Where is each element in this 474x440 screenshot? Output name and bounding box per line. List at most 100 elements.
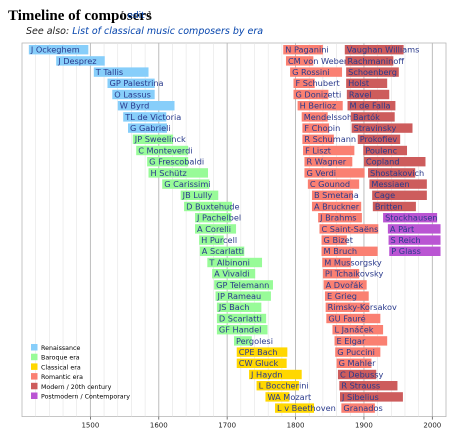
composer-bar[interactable]: R Wagner bbox=[304, 157, 353, 167]
composer-bar[interactable]: JP Sweelinck bbox=[132, 134, 186, 144]
composer-bar[interactable]: G Carissimi bbox=[162, 179, 211, 189]
composer-bar[interactable]: M Mussorgsky bbox=[322, 257, 382, 267]
composer-bar[interactable]: F Chopin bbox=[302, 123, 340, 133]
composer-bar[interactable]: L Janáček bbox=[332, 325, 384, 335]
composer-bar[interactable]: A Scarlatti bbox=[199, 246, 245, 256]
composer-bar[interactable]: D Scarlatti bbox=[216, 313, 267, 323]
composer-bar[interactable]: Prokofiev bbox=[357, 134, 401, 144]
bar-rect bbox=[311, 201, 362, 212]
composer-bar[interactable]: CM von Weber bbox=[285, 56, 348, 66]
composer-bar[interactable]: GP Telemann bbox=[214, 280, 273, 290]
composer-bar[interactable]: WA Mozart bbox=[265, 392, 312, 402]
composer-bar[interactable]: E Grieg bbox=[324, 291, 369, 301]
composer-bar[interactable]: G Rossini bbox=[290, 67, 343, 77]
composer-bar[interactable]: F Liszt bbox=[303, 145, 355, 155]
composer-bar[interactable]: A Dvořák bbox=[323, 280, 367, 290]
edit-link[interactable]: edit bbox=[127, 11, 145, 21]
composer-bar[interactable]: M de Falla bbox=[347, 101, 396, 111]
composer-bar[interactable]: F Schubert bbox=[293, 78, 340, 88]
composer-bar[interactable]: Pergolesi bbox=[234, 336, 273, 346]
bar-rect bbox=[332, 325, 384, 335]
bar-rect bbox=[199, 246, 245, 256]
composer-bar[interactable]: Bartók bbox=[350, 112, 395, 122]
composer-bar[interactable]: TL de Victoria bbox=[123, 112, 181, 122]
composer-bar[interactable]: GU Fauré bbox=[326, 313, 381, 323]
composer-bar[interactable]: C Monteverdi bbox=[136, 145, 193, 155]
composer-bar[interactable]: H Schütz bbox=[148, 168, 209, 178]
composer-bar[interactable]: J Sibelius bbox=[340, 392, 403, 402]
bar-label: O Lassus bbox=[114, 89, 151, 99]
bar-label: JS Bach bbox=[218, 302, 250, 312]
composer-bar[interactable]: J Brahms bbox=[318, 213, 362, 223]
composer-bar[interactable]: G Verdi bbox=[304, 168, 365, 178]
composer-bar[interactable]: A Corelli bbox=[195, 224, 237, 234]
bar-label: CW Gluck bbox=[239, 358, 279, 368]
bar-rect bbox=[340, 392, 403, 402]
composer-bar[interactable]: CPE Bach bbox=[236, 347, 288, 357]
composer-bar[interactable]: JS Bach bbox=[216, 302, 262, 312]
composer-bar[interactable]: W Byrd bbox=[117, 101, 175, 111]
composer-bar[interactable]: G Frescobaldi bbox=[147, 157, 204, 167]
composer-bar[interactable]: J Pachelbel bbox=[195, 213, 241, 223]
composer-bar[interactable]: A Bruckner bbox=[311, 201, 362, 212]
composer-bar[interactable]: CW Gluck bbox=[236, 358, 287, 368]
composer-bar[interactable]: Shostakovich bbox=[368, 168, 424, 178]
composer-bar[interactable]: T Tallis bbox=[93, 67, 149, 77]
composer-bar[interactable]: T Albinoni bbox=[207, 257, 263, 267]
composer-bar[interactable]: A Pärt bbox=[387, 224, 441, 234]
composer-bar[interactable]: Rimsky-Korsakov bbox=[325, 302, 397, 312]
composer-bar[interactable]: C Debussy bbox=[337, 369, 384, 379]
composer-bar[interactable]: Cage bbox=[372, 190, 427, 200]
composer-bar[interactable]: D Buxtehude bbox=[184, 201, 239, 211]
composer-bar[interactable]: R Schumann bbox=[302, 134, 356, 144]
composer-bar[interactable]: Copland bbox=[363, 157, 426, 167]
composer-bar[interactable]: H Berlioz bbox=[297, 101, 343, 111]
composer-bar[interactable]: O Lassus bbox=[112, 89, 155, 99]
bar-rect bbox=[215, 291, 271, 301]
composer-bar[interactable]: G Puccini bbox=[335, 347, 381, 357]
composer-bar[interactable]: R Strauss bbox=[339, 381, 398, 391]
see-also-link[interactable]: List of classical music composers by era bbox=[72, 26, 264, 37]
composer-bar[interactable]: G Donizetti bbox=[293, 89, 341, 99]
composer-bar[interactable]: Mendelssohn bbox=[301, 112, 358, 122]
bar-label: Cage bbox=[374, 190, 395, 200]
composer-bar[interactable]: J Ockeghem bbox=[28, 45, 89, 55]
composer-bar[interactable]: G Mahler bbox=[336, 358, 377, 368]
composer-bar[interactable]: G Bizet bbox=[321, 235, 354, 245]
composer-bar[interactable]: Poulenc bbox=[363, 145, 408, 155]
composer-bar[interactable]: H Purcell bbox=[199, 235, 237, 245]
composer-bar[interactable]: C Gounod bbox=[307, 179, 360, 189]
composer-bar[interactable]: GF Handel bbox=[216, 325, 268, 335]
composer-bar[interactable]: Ravel bbox=[346, 89, 390, 99]
composer-bar[interactable]: G Gabrieli bbox=[128, 123, 171, 133]
composer-bar[interactable]: Stockhausen bbox=[383, 213, 438, 223]
composer-bar[interactable]: M Bruch bbox=[321, 246, 378, 256]
composer-bar[interactable]: Stravinsky bbox=[351, 123, 413, 133]
composer-bar[interactable]: Messiaen bbox=[369, 179, 427, 189]
composer-bar[interactable]: L v Beethoven bbox=[275, 403, 336, 413]
bar-label: A Corelli bbox=[197, 224, 231, 234]
composer-bar[interactable]: J Desprez bbox=[56, 56, 105, 66]
composer-bar[interactable]: C Saint-Saëns bbox=[319, 224, 378, 234]
composer-bar[interactable]: Schoenberg bbox=[346, 67, 399, 77]
composer-bar[interactable]: Holst bbox=[346, 78, 388, 88]
composer-bar[interactable]: GP Palestrina bbox=[107, 78, 164, 88]
composer-bar[interactable]: S Reich bbox=[388, 235, 441, 245]
composer-bar[interactable]: N Paganini bbox=[283, 45, 329, 55]
composer-bar[interactable]: A Vivaldi bbox=[212, 269, 256, 279]
composer-bar[interactable]: E Elgar bbox=[334, 336, 388, 346]
composer-bar[interactable]: B Smetana bbox=[311, 190, 359, 200]
composer-bar[interactable]: Britten bbox=[372, 201, 416, 211]
composer-bar[interactable]: Rachmaninoff bbox=[345, 56, 404, 66]
composer-bar[interactable]: Vaughan Williams bbox=[344, 45, 420, 55]
legend-label: Renaissance bbox=[41, 345, 80, 352]
composer-bar[interactable]: J Haydn bbox=[249, 369, 302, 379]
bar-label: F Chopin bbox=[304, 123, 340, 133]
composer-bar[interactable]: P Glass bbox=[389, 246, 441, 256]
composer-bar[interactable]: JP Rameau bbox=[215, 291, 271, 301]
composer-bar[interactable]: Granados bbox=[341, 403, 383, 413]
composer-bar[interactable]: JB Lully bbox=[180, 190, 219, 200]
composer-bar[interactable]: L Boccherini bbox=[256, 381, 309, 391]
bar-label: Rachmaninoff bbox=[347, 56, 404, 66]
composer-bar[interactable]: PI Tchaikovsky bbox=[322, 269, 384, 279]
